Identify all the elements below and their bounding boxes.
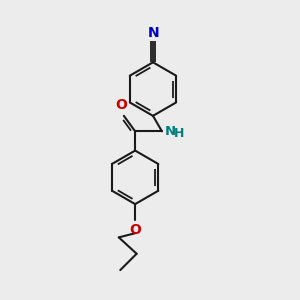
Text: N: N [164, 125, 175, 138]
Text: O: O [129, 223, 141, 236]
Text: H: H [174, 127, 185, 140]
Text: O: O [116, 98, 128, 112]
Text: N: N [148, 26, 159, 40]
